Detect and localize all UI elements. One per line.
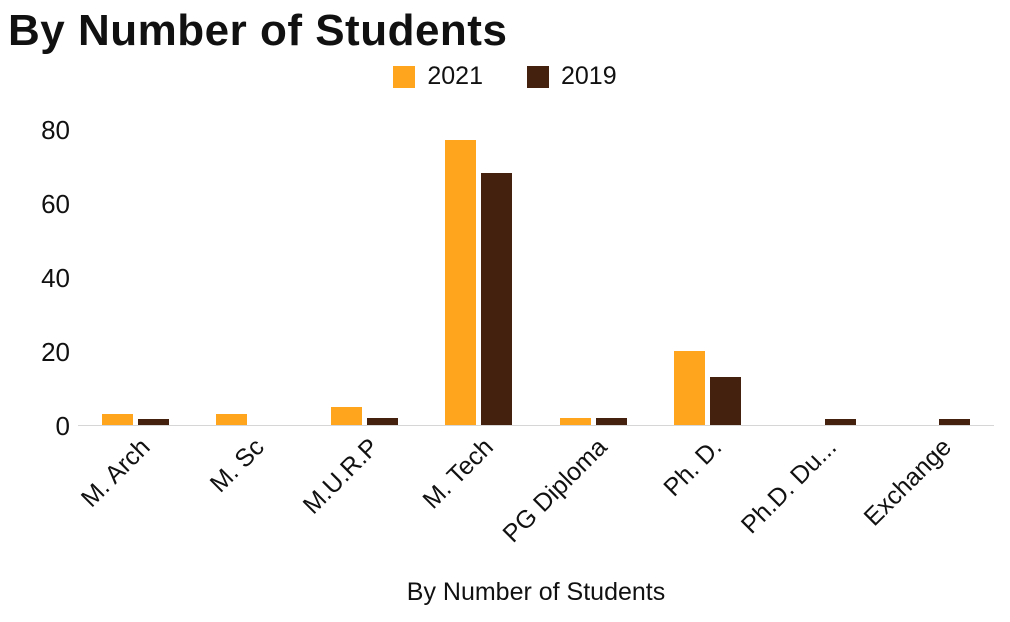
- legend-swatch-2021: [393, 65, 416, 88]
- x-tick-label: Ph. D.: [658, 433, 728, 502]
- bar-group-Ph.D. Du...: Ph.D. Du...: [736, 130, 880, 539]
- bar-group-M. Arch: M. Arch: [75, 130, 193, 513]
- x-tick-label: PG Diploma: [497, 433, 614, 549]
- bar-2019-PG Diploma[interactable]: [595, 417, 627, 425]
- legend-label: 2021: [427, 62, 483, 90]
- bar-2019-Exchange[interactable]: [939, 419, 971, 425]
- y-tick-label: 60: [41, 189, 70, 219]
- bar-group-PG Diploma: PG Diploma: [498, 130, 651, 548]
- bar-2019-Ph.D. Du...[interactable]: [824, 419, 856, 425]
- legend-item-2021[interactable]: 2021: [393, 62, 483, 91]
- bar-2019-Ph. D.[interactable]: [710, 376, 742, 425]
- bar-group-M.U.R.P: M.U.R.P: [297, 130, 422, 520]
- bar-2019-M. Tech[interactable]: [481, 173, 513, 425]
- legend: 2021 2019: [0, 62, 1010, 91]
- x-tick-label: M. Arch: [75, 433, 156, 513]
- legend-swatch-2019: [527, 65, 549, 88]
- bar-group-Ph. D.: Ph. D.: [651, 130, 766, 502]
- x-tick-label: M. Sc: [204, 433, 270, 498]
- bar-group-M. Sc: M. Sc: [193, 130, 308, 498]
- x-tick-label: Ph.D. Du...: [735, 433, 843, 540]
- x-axis-title: By Number of Students: [406, 578, 666, 606]
- y-tick-label: 20: [41, 337, 70, 367]
- plot: M. Arch M. Sc M.U.R.P M. Tech PG Diploma Ph. …: [75, 130, 995, 548]
- x-tick-label: M.U.R.P: [297, 433, 385, 520]
- y-tick-label: 80: [41, 115, 70, 145]
- bar-2021-M. Arch[interactable]: [101, 413, 133, 425]
- y-tick-label: 40: [41, 263, 70, 293]
- bar-2021-M. Sc[interactable]: [216, 413, 248, 425]
- x-tick-label: Exchange: [858, 433, 957, 532]
- bar-2021-PG Diploma[interactable]: [559, 417, 591, 425]
- bar-group-M. Tech: M. Tech: [417, 130, 537, 514]
- bar-2021-Ph. D.[interactable]: [674, 351, 706, 425]
- y-tick-label: 0: [55, 411, 70, 441]
- plot-area: M. Arch M. Sc M.U.R.P M. Tech PG Diploma Ph. …: [75, 130, 995, 548]
- bar-2021-M. Tech[interactable]: [445, 140, 477, 425]
- legend-item-2019[interactable]: 2019: [527, 62, 617, 91]
- x-tick-label: M. Tech: [417, 433, 499, 515]
- bar-2019-M.U.R.P[interactable]: [366, 417, 398, 425]
- bar-2019-M. Arch[interactable]: [137, 419, 169, 425]
- bar-group-Exchange: Exchange: [858, 130, 995, 531]
- chart-title: By Number of Students: [8, 6, 508, 55]
- legend-label: 2019: [561, 62, 617, 90]
- y-axis: 0 20 40 60 80: [12, 117, 70, 439]
- bar-2021-M.U.R.P[interactable]: [330, 406, 362, 425]
